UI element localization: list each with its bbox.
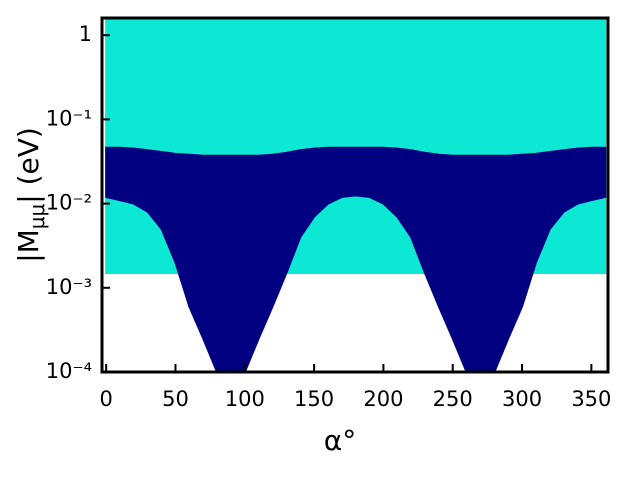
x-tick-label: 350	[571, 387, 611, 411]
y-tick-label: 1	[79, 22, 92, 46]
x-tick-label: 300	[502, 387, 542, 411]
y-axis-label: |Mμμ| (eV)	[12, 127, 49, 263]
y-label-part: | (eV)	[12, 127, 45, 204]
x-tick-label: 100	[225, 387, 265, 411]
plot-area	[105, 18, 607, 372]
plot-frame	[100, 16, 610, 374]
y-label-part: |M	[12, 229, 45, 263]
x-tick-label: 50	[162, 387, 189, 411]
x-tick-label: 0	[99, 387, 112, 411]
x-axis-label: α°	[324, 424, 356, 457]
y-tick-label: 10⁻⁴	[46, 359, 92, 383]
y-tick-label: 10⁻¹	[46, 106, 92, 130]
y-tick-label: 10⁻³	[46, 275, 92, 299]
y-tick-label: 10⁻²	[46, 191, 92, 215]
x-tick-label: 250	[433, 387, 473, 411]
x-tick-label: 150	[294, 387, 334, 411]
band-area	[105, 146, 607, 372]
x-tick-label: 200	[363, 387, 403, 411]
y-label-sub: μμ	[25, 203, 49, 229]
